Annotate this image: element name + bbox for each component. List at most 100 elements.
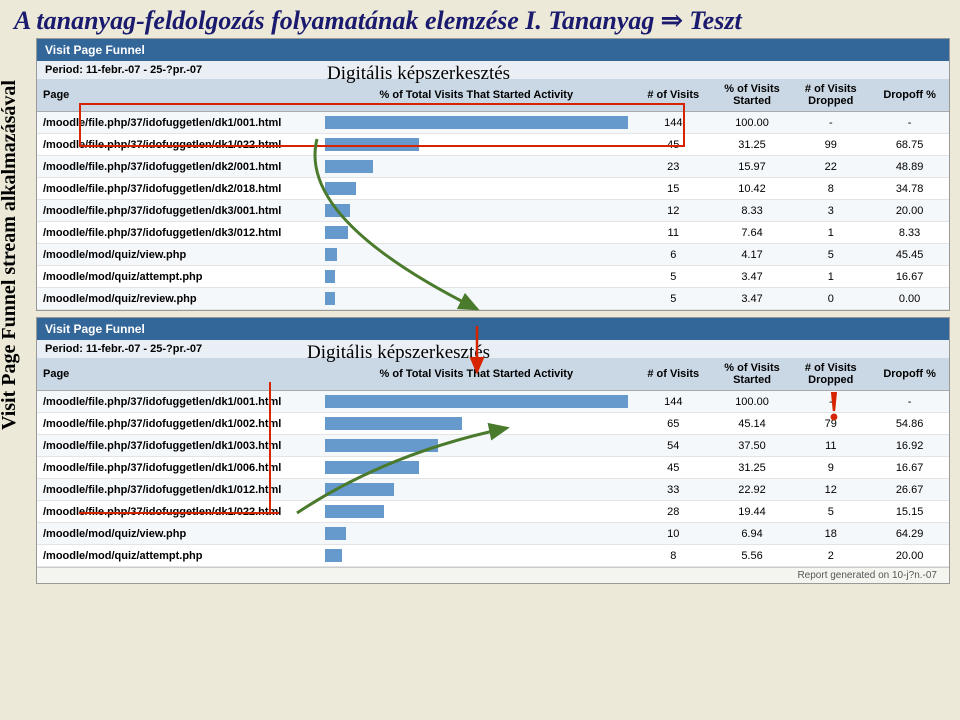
- cell-visits: 144: [634, 112, 713, 134]
- cell-pct-started: 3.47: [713, 266, 792, 288]
- cell-dropoff: 16.92: [870, 435, 949, 457]
- cell-dropped: 9: [791, 457, 870, 479]
- cell-pct-started: 5.56: [713, 545, 792, 567]
- cell-dropped: 3: [791, 200, 870, 222]
- side-label: Visit Page Funnel stream alkalmazásával: [0, 80, 21, 430]
- cell-page: /moodle/file.php/37/idofuggetlen/dk1/012…: [37, 479, 319, 501]
- cell-bar: [319, 244, 634, 266]
- bar-fill: [325, 505, 384, 518]
- cell-dropoff: -: [870, 112, 949, 134]
- cell-dropped: 18: [791, 523, 870, 545]
- cell-visits: 15: [634, 178, 713, 200]
- table-row: /moodle/file.php/37/idofuggetlen/dk1/001…: [37, 112, 949, 134]
- cell-page: /moodle/mod/quiz/view.php: [37, 244, 319, 266]
- cell-visits: 45: [634, 134, 713, 156]
- cell-pct-started: 15.97: [713, 156, 792, 178]
- cell-pct-started: 31.25: [713, 457, 792, 479]
- cell-pct-started: 100.00: [713, 112, 792, 134]
- table-row: /moodle/file.php/37/idofuggetlen/dk3/012…: [37, 222, 949, 244]
- table-row: /moodle/file.php/37/idofuggetlen/dk2/001…: [37, 156, 949, 178]
- bar-fill: [325, 226, 348, 239]
- cell-visits: 12: [634, 200, 713, 222]
- cell-bar: [319, 266, 634, 288]
- cell-dropped: 12: [791, 479, 870, 501]
- bar-fill: [325, 439, 439, 452]
- cell-dropped: 79: [791, 413, 870, 435]
- cell-dropoff: 45.45: [870, 244, 949, 266]
- col-visits: # of Visits: [634, 79, 713, 112]
- bar-fill: [325, 204, 350, 217]
- cell-pct-started: 10.42: [713, 178, 792, 200]
- table-row: /moodle/mod/quiz/view.php64.17545.45: [37, 244, 949, 266]
- cell-dropped: 5: [791, 244, 870, 266]
- bar-fill: [325, 417, 462, 430]
- cell-visits: 45: [634, 457, 713, 479]
- table-row: /moodle/mod/quiz/view.php106.941864.29: [37, 523, 949, 545]
- cell-visits: 28: [634, 501, 713, 523]
- col-visits: # of Visits: [634, 358, 713, 391]
- bar-fill: [325, 483, 394, 496]
- cell-page: /moodle/file.php/37/idofuggetlen/dk3/001…: [37, 200, 319, 222]
- cell-page: /moodle/file.php/37/idofuggetlen/dk1/001…: [37, 391, 319, 413]
- cell-page: /moodle/mod/quiz/review.php: [37, 288, 319, 310]
- funnel-table-2: Page % of Total Visits That Started Acti…: [37, 358, 949, 567]
- cell-pct-started: 37.50: [713, 435, 792, 457]
- cell-page: /moodle/file.php/37/idofuggetlen/dk1/022…: [37, 501, 319, 523]
- period-label: Period: 11-febr.-07 - 25-?pr.-07: [37, 340, 949, 358]
- cell-bar: [319, 545, 634, 567]
- table-row: /moodle/file.php/37/idofuggetlen/dk1/003…: [37, 435, 949, 457]
- cell-visits: 33: [634, 479, 713, 501]
- cell-dropped: 0: [791, 288, 870, 310]
- report-footer: Report generated on 10-j?n.-07: [37, 567, 949, 583]
- bar-fill: [325, 160, 373, 173]
- cell-page: /moodle/file.php/37/idofuggetlen/dk3/012…: [37, 222, 319, 244]
- table-row: /moodle/file.php/37/idofuggetlen/dk1/006…: [37, 457, 949, 479]
- col-pct-started: % of Visits Started: [713, 358, 792, 391]
- cell-dropoff: 16.67: [870, 457, 949, 479]
- cell-dropped: -: [791, 391, 870, 413]
- table-row: /moodle/mod/quiz/attempt.php53.47116.67: [37, 266, 949, 288]
- bar-fill: [325, 292, 336, 305]
- cell-bar: [319, 288, 634, 310]
- cell-pct-started: 8.33: [713, 200, 792, 222]
- cell-dropped: 2: [791, 545, 870, 567]
- cell-bar: [319, 457, 634, 479]
- cell-dropoff: 64.29: [870, 523, 949, 545]
- table-row: /moodle/file.php/37/idofuggetlen/dk1/001…: [37, 391, 949, 413]
- bar-fill: [325, 527, 346, 540]
- cell-dropped: 1: [791, 222, 870, 244]
- cell-bar: [319, 156, 634, 178]
- cell-pct-started: 7.64: [713, 222, 792, 244]
- title-c: Teszt: [683, 6, 742, 35]
- table-row: /moodle/mod/quiz/review.php 53.4700.00: [37, 288, 949, 310]
- bar-fill: [325, 549, 342, 562]
- col-page: Page: [37, 79, 319, 112]
- cell-dropped: 11: [791, 435, 870, 457]
- cell-bar: [319, 200, 634, 222]
- cell-visits: 65: [634, 413, 713, 435]
- cell-dropped: -: [791, 112, 870, 134]
- cell-pct-started: 3.47: [713, 288, 792, 310]
- cell-bar: [319, 435, 634, 457]
- cell-page: /moodle/file.php/37/idofuggetlen/dk1/006…: [37, 457, 319, 479]
- cell-pct-started: 19.44: [713, 501, 792, 523]
- table-row: /moodle/file.php/37/idofuggetlen/dk2/018…: [37, 178, 949, 200]
- col-dropoff: Dropoff %: [870, 79, 949, 112]
- cell-page: /moodle/mod/quiz/attempt.php: [37, 266, 319, 288]
- col-dropped: # of Visits Dropped: [791, 79, 870, 112]
- cell-visits: 5: [634, 288, 713, 310]
- cell-bar: [319, 501, 634, 523]
- funnel-table-1: Page % of Total Visits That Started Acti…: [37, 79, 949, 310]
- bar-fill: [325, 116, 628, 129]
- cell-dropoff: 48.89: [870, 156, 949, 178]
- cell-pct-started: 100.00: [713, 391, 792, 413]
- cell-bar: [319, 222, 634, 244]
- col-dropoff: Dropoff %: [870, 358, 949, 391]
- cell-page: /moodle/mod/quiz/attempt.php: [37, 545, 319, 567]
- title-arrow: ⇒: [661, 6, 683, 35]
- cell-dropoff: 16.67: [870, 266, 949, 288]
- table-row: /moodle/file.php/37/idofuggetlen/dk1/022…: [37, 134, 949, 156]
- cell-visits: 144: [634, 391, 713, 413]
- cell-dropoff: 0.00: [870, 288, 949, 310]
- cell-dropped: 99: [791, 134, 870, 156]
